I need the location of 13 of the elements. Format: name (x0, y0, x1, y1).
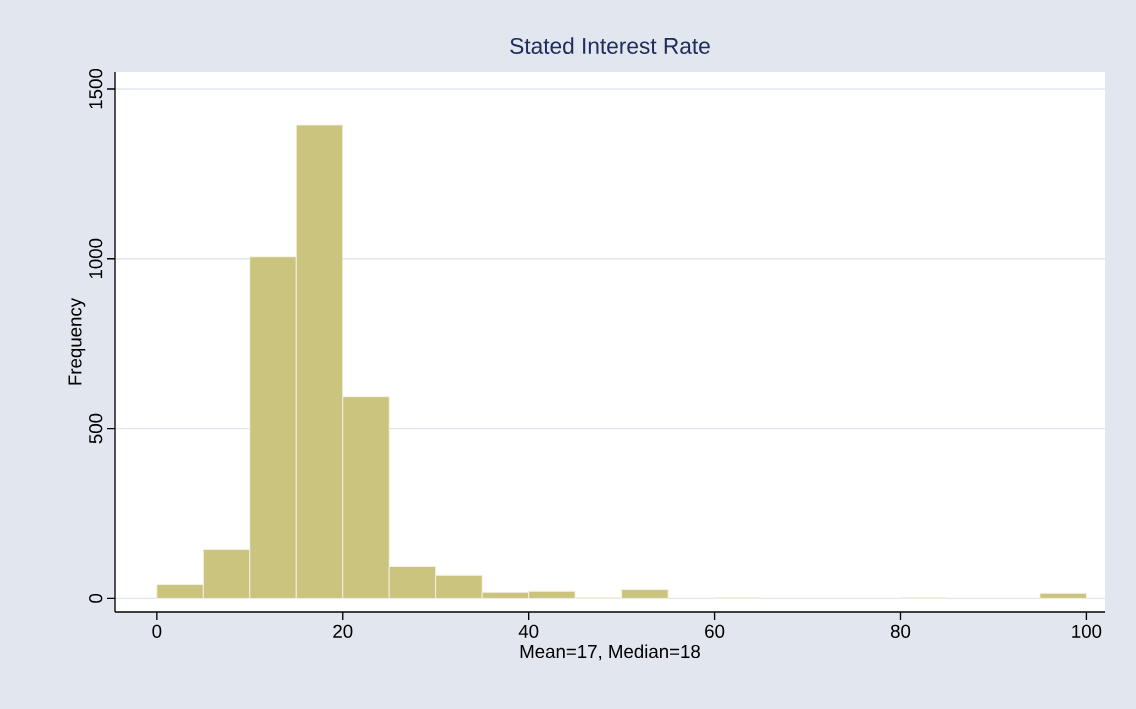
x-tick-label: 0 (152, 624, 162, 638)
x-tick-label: 100 (1072, 624, 1102, 638)
x-tick-label: 40 (518, 624, 539, 638)
y-tick-label: 1500 (89, 68, 103, 109)
y-tick-label: 500 (89, 413, 103, 444)
y-tick-label: 1000 (89, 238, 103, 279)
chart-title: Stated Interest Rate (510, 37, 710, 54)
x-tick-label: 20 (333, 624, 353, 638)
y-axis-title: Frequency (68, 297, 86, 385)
x-tick-label: 60 (705, 624, 725, 638)
y-tick-label: 0 (89, 593, 103, 603)
x-tick-label: 80 (890, 624, 911, 638)
x-axis-title: Mean=17, Median=18 (520, 644, 700, 661)
